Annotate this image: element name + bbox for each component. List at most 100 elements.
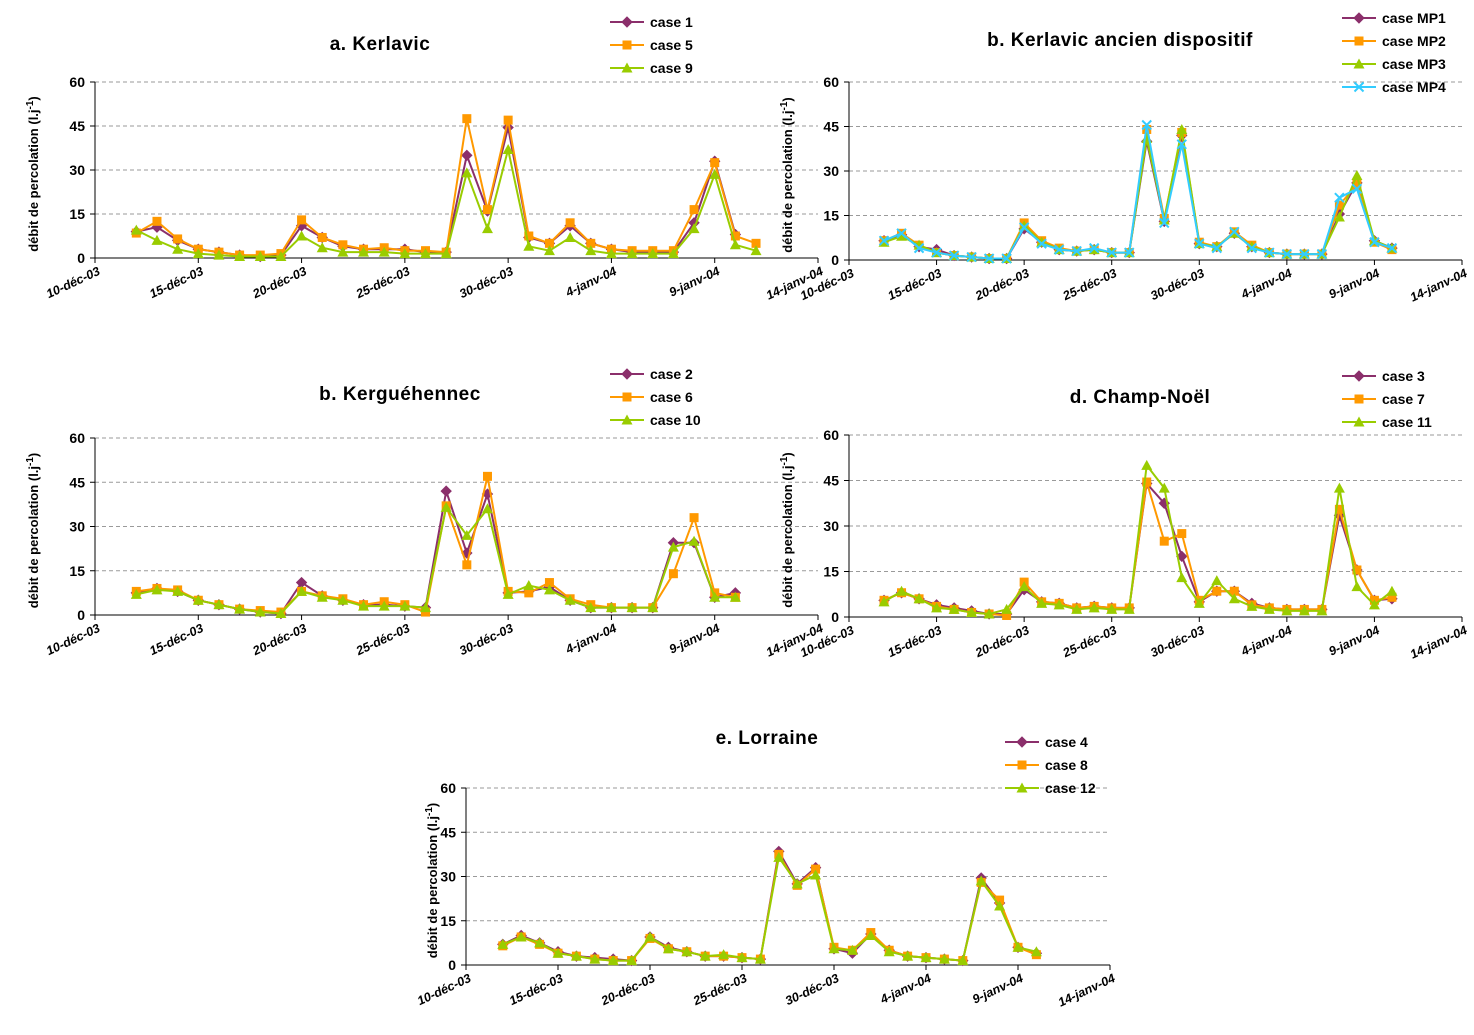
data-point — [1212, 586, 1222, 596]
x-tick-label: 15-déc-03 — [507, 971, 565, 1008]
x-tick-label: 15-déc-03 — [886, 266, 944, 303]
data-point — [192, 248, 204, 259]
data-point — [688, 223, 700, 234]
data-point — [913, 239, 925, 250]
data-point — [440, 248, 452, 259]
data-point — [966, 251, 977, 263]
legend-entry: case MP1 — [1342, 10, 1446, 26]
data-point — [1194, 238, 1205, 249]
data-point — [1334, 504, 1344, 514]
data-point — [1229, 586, 1239, 596]
legend-label: case 2 — [650, 366, 693, 382]
legend-marker — [1353, 58, 1365, 69]
x-tick-label: 20-déc-03 — [250, 264, 309, 302]
data-point — [1387, 592, 1397, 602]
data-point — [828, 943, 840, 954]
data-point — [234, 251, 246, 262]
y-axis-label: débit de percolation (l.j-1) — [424, 803, 441, 959]
data-point — [913, 242, 925, 254]
x-tick-label: 9-janv-04 — [667, 264, 722, 300]
data-point — [920, 952, 932, 963]
data-point — [966, 606, 978, 617]
data-point — [497, 938, 509, 949]
legend-marker — [621, 16, 633, 28]
legend-marker — [1353, 370, 1365, 382]
data-point — [1159, 217, 1170, 229]
x-tick-label: 30-déc-03 — [1148, 266, 1206, 303]
data-point — [983, 253, 995, 264]
legend-entry: case 11 — [1342, 414, 1432, 430]
x-tick-label: 30-déc-03 — [1148, 623, 1206, 660]
legend-entry: case 1 — [610, 14, 693, 30]
y-tick-label: 30 — [69, 519, 85, 535]
data-point — [1001, 253, 1012, 264]
data-point — [462, 114, 472, 124]
data-point — [709, 591, 721, 602]
data-point — [811, 864, 821, 874]
x-tick-label: 20-déc-03 — [972, 266, 1031, 304]
data-point — [130, 588, 142, 599]
data-point — [1316, 248, 1328, 260]
legend-label: case 6 — [650, 389, 693, 405]
data-point — [565, 218, 575, 228]
y-tick-label: 45 — [823, 119, 839, 135]
x-tick-label: 10-déc-03 — [415, 971, 473, 1008]
legend-marker — [622, 40, 632, 50]
x-tick-label: 4-janv-04 — [563, 621, 619, 657]
data-point — [482, 205, 492, 215]
x-tick-label: 15-déc-03 — [886, 623, 944, 660]
data-point — [644, 931, 656, 942]
data-point — [399, 248, 411, 259]
series-case-MP4 — [878, 119, 1398, 264]
data-point — [1053, 599, 1065, 610]
y-tick-label: 60 — [69, 430, 85, 446]
data-point — [754, 953, 766, 964]
x-tick-label: 25-déc-03 — [690, 971, 749, 1009]
data-point — [1386, 242, 1398, 254]
series-case-5 — [131, 114, 761, 260]
legend-entry: case 9 — [610, 60, 693, 76]
data-point — [913, 593, 925, 604]
data-point — [896, 230, 908, 241]
data-point — [1193, 597, 1205, 608]
data-point — [1158, 482, 1170, 493]
data-point — [607, 955, 619, 966]
chart-title: b. Kerlavic ancien dispositif — [987, 30, 1253, 51]
data-point — [688, 535, 700, 546]
data-point — [1012, 941, 1024, 952]
data-point — [1368, 599, 1380, 610]
chart-title: a. Kerlavic — [330, 34, 431, 55]
data-point — [1176, 572, 1188, 583]
legend-marker — [1017, 760, 1027, 770]
data-point — [1002, 610, 1012, 620]
y-tick-label: 0 — [77, 250, 85, 266]
data-point — [338, 240, 348, 250]
data-point — [662, 943, 674, 954]
data-point — [647, 248, 659, 259]
data-point — [482, 471, 492, 481]
data-point — [791, 878, 803, 889]
series-line — [136, 127, 737, 258]
data-point — [503, 115, 513, 125]
data-point — [1211, 242, 1223, 254]
series-case-9 — [130, 143, 762, 262]
series-line — [135, 149, 757, 258]
data-point — [234, 603, 246, 614]
data-point — [564, 231, 576, 242]
data-point — [1334, 200, 1344, 210]
legend-marker — [1016, 782, 1028, 793]
y-tick-label: 60 — [69, 74, 85, 90]
data-point — [1176, 550, 1188, 563]
data-point — [689, 205, 699, 215]
series-line — [883, 124, 1393, 260]
y-axis-label: débit de percolation (l.j-1) — [25, 96, 42, 252]
legend-marker — [621, 414, 633, 425]
data-point — [543, 584, 555, 595]
y-tick-label: 60 — [823, 427, 839, 443]
data-point — [461, 149, 473, 162]
data-point — [729, 239, 741, 250]
legend-marker — [622, 392, 632, 402]
chart-panel-1: a. Kerlavic 0 15 30 45 60 débit de percolation… — [25, 14, 826, 303]
y-tick-label: 15 — [440, 913, 456, 929]
legend-label: case MP1 — [1382, 10, 1446, 26]
